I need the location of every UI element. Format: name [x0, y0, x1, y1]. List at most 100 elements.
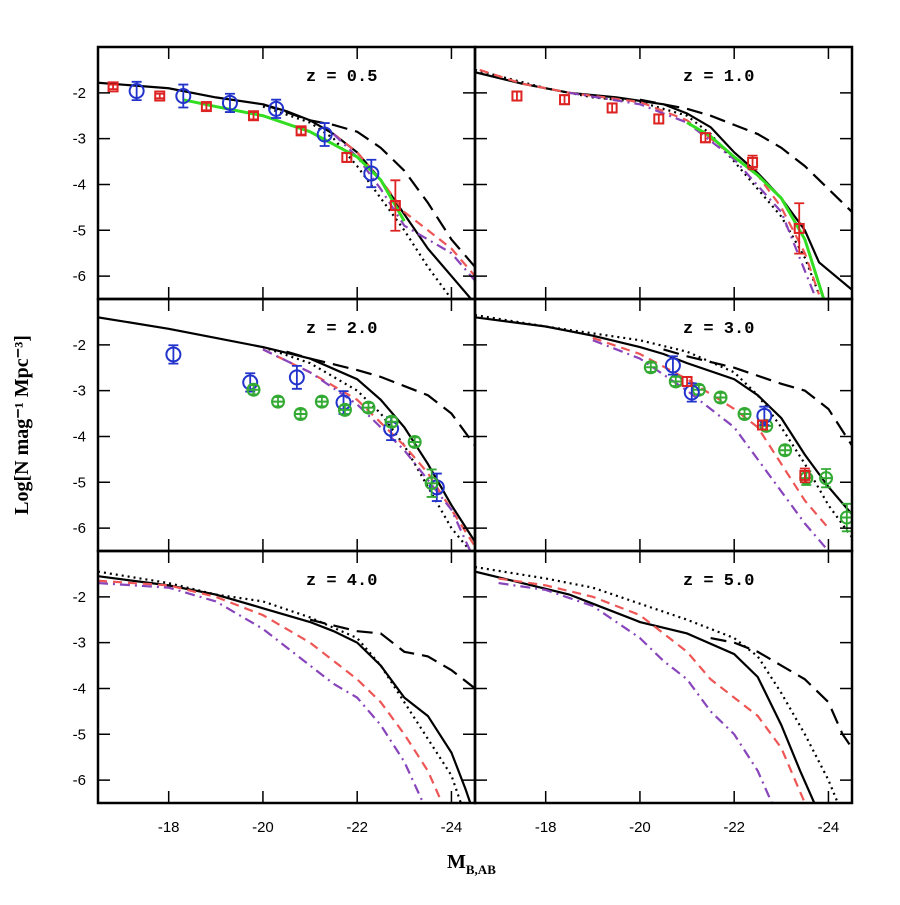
error-bar: [794, 202, 805, 255]
marker: [246, 382, 261, 397]
plot-area: [475, 68, 852, 299]
marker: [271, 394, 286, 409]
x-tick-label: -24: [441, 819, 463, 836]
marker: [389, 200, 401, 212]
error-bar: [291, 364, 302, 390]
curve: [475, 565, 839, 803]
panel: z = 2.0 -6 -5 -4 -3 -2: [73, 297, 477, 553]
panel-frame: [473, 297, 854, 553]
marker: [363, 165, 380, 182]
y-tick-label: -2: [73, 589, 86, 606]
marker: [248, 110, 260, 122]
panel-title: z = 0.5: [306, 68, 377, 87]
x-tick-label: -18: [535, 819, 557, 836]
plot-area: [98, 570, 475, 803]
x-tick-label: -20: [629, 819, 651, 836]
marker: [713, 390, 728, 405]
x-tick-label: -22: [723, 819, 745, 836]
panel-title: z = 3.0: [683, 320, 754, 339]
marker: [778, 443, 793, 458]
marker: [747, 156, 759, 168]
marker: [107, 81, 119, 93]
error-bar: [178, 83, 189, 109]
curve: [262, 103, 475, 268]
curve: [475, 316, 852, 516]
marker: [819, 471, 834, 486]
curve: [286, 350, 475, 447]
curve: [592, 336, 830, 529]
curve: [262, 348, 475, 548]
curve: [309, 618, 475, 690]
curve: [98, 570, 462, 803]
curve: [182, 98, 406, 222]
y-tick-label: -5: [73, 222, 86, 239]
marker: [165, 346, 182, 363]
x-tick-label: -22: [346, 819, 368, 836]
marker: [384, 414, 399, 429]
marker: [664, 357, 681, 374]
curve: [592, 339, 830, 551]
panel-title: z = 5.0: [683, 572, 754, 591]
panel-title: z = 1.0: [683, 68, 754, 87]
panel-frame: [96, 549, 477, 805]
curve: [98, 316, 475, 543]
curve: [98, 579, 444, 803]
y-axis-label: Log[N mag⁻¹ Mpc⁻³]: [11, 335, 33, 515]
y-tick-label: -6: [73, 772, 86, 789]
marker: [314, 394, 329, 409]
curve: [498, 577, 806, 803]
x-tick-label: -18: [158, 819, 180, 836]
plot-area: [475, 565, 852, 803]
panel-frame: [96, 45, 477, 301]
marker: [341, 151, 353, 163]
curve: [498, 581, 773, 803]
marker: [606, 102, 618, 114]
error-bar: [154, 92, 165, 100]
panel: z = 5.0 -18 -20 -22 -24: [473, 549, 854, 836]
panel-title: z = 4.0: [306, 572, 377, 591]
y-tick-label: -3: [73, 131, 86, 148]
curve: [98, 575, 472, 803]
y-tick-label: -4: [73, 176, 86, 193]
curve: [639, 98, 852, 213]
marker: [293, 407, 308, 421]
marker: [793, 222, 805, 234]
curve: [98, 581, 425, 803]
curve: [663, 348, 852, 447]
y-tick-label: -2: [73, 337, 86, 354]
curve: [475, 313, 852, 538]
marker: [653, 113, 665, 125]
curve: [98, 81, 473, 299]
marker: [268, 100, 285, 117]
plot-area: [475, 313, 852, 551]
x-axis-label: MB,AB: [447, 851, 496, 877]
marker: [681, 375, 693, 387]
curve: [710, 636, 852, 749]
panel: z = 4.0 -6 -5 -4 -3 -2 -18 -20 -22 -24: [73, 549, 477, 836]
curve: [332, 133, 475, 277]
y-tick-label: -3: [73, 383, 86, 400]
curve: [569, 91, 816, 295]
panel: z = 0.5 -6 -5 -4 -3 -2: [73, 45, 477, 301]
y-tick-label: -5: [73, 726, 86, 743]
y-tick-label: -6: [73, 268, 86, 285]
plot-area: [98, 80, 475, 299]
marker: [200, 101, 212, 113]
y-tick-label: -5: [73, 474, 86, 491]
marker: [643, 360, 658, 375]
curve: [262, 346, 472, 551]
y-tick-label: -4: [73, 428, 86, 445]
x-axis-label-main: M: [447, 851, 466, 873]
panel-frame: [96, 297, 477, 553]
marker: [756, 419, 768, 431]
marker: [154, 90, 166, 102]
curve: [262, 105, 453, 299]
y-tick-label: -3: [73, 635, 86, 652]
curve: [262, 348, 472, 551]
marker: [175, 88, 192, 105]
marker: [361, 400, 376, 415]
y-tick-label: -4: [73, 680, 86, 697]
marker: [128, 82, 145, 99]
curve: [475, 570, 816, 803]
